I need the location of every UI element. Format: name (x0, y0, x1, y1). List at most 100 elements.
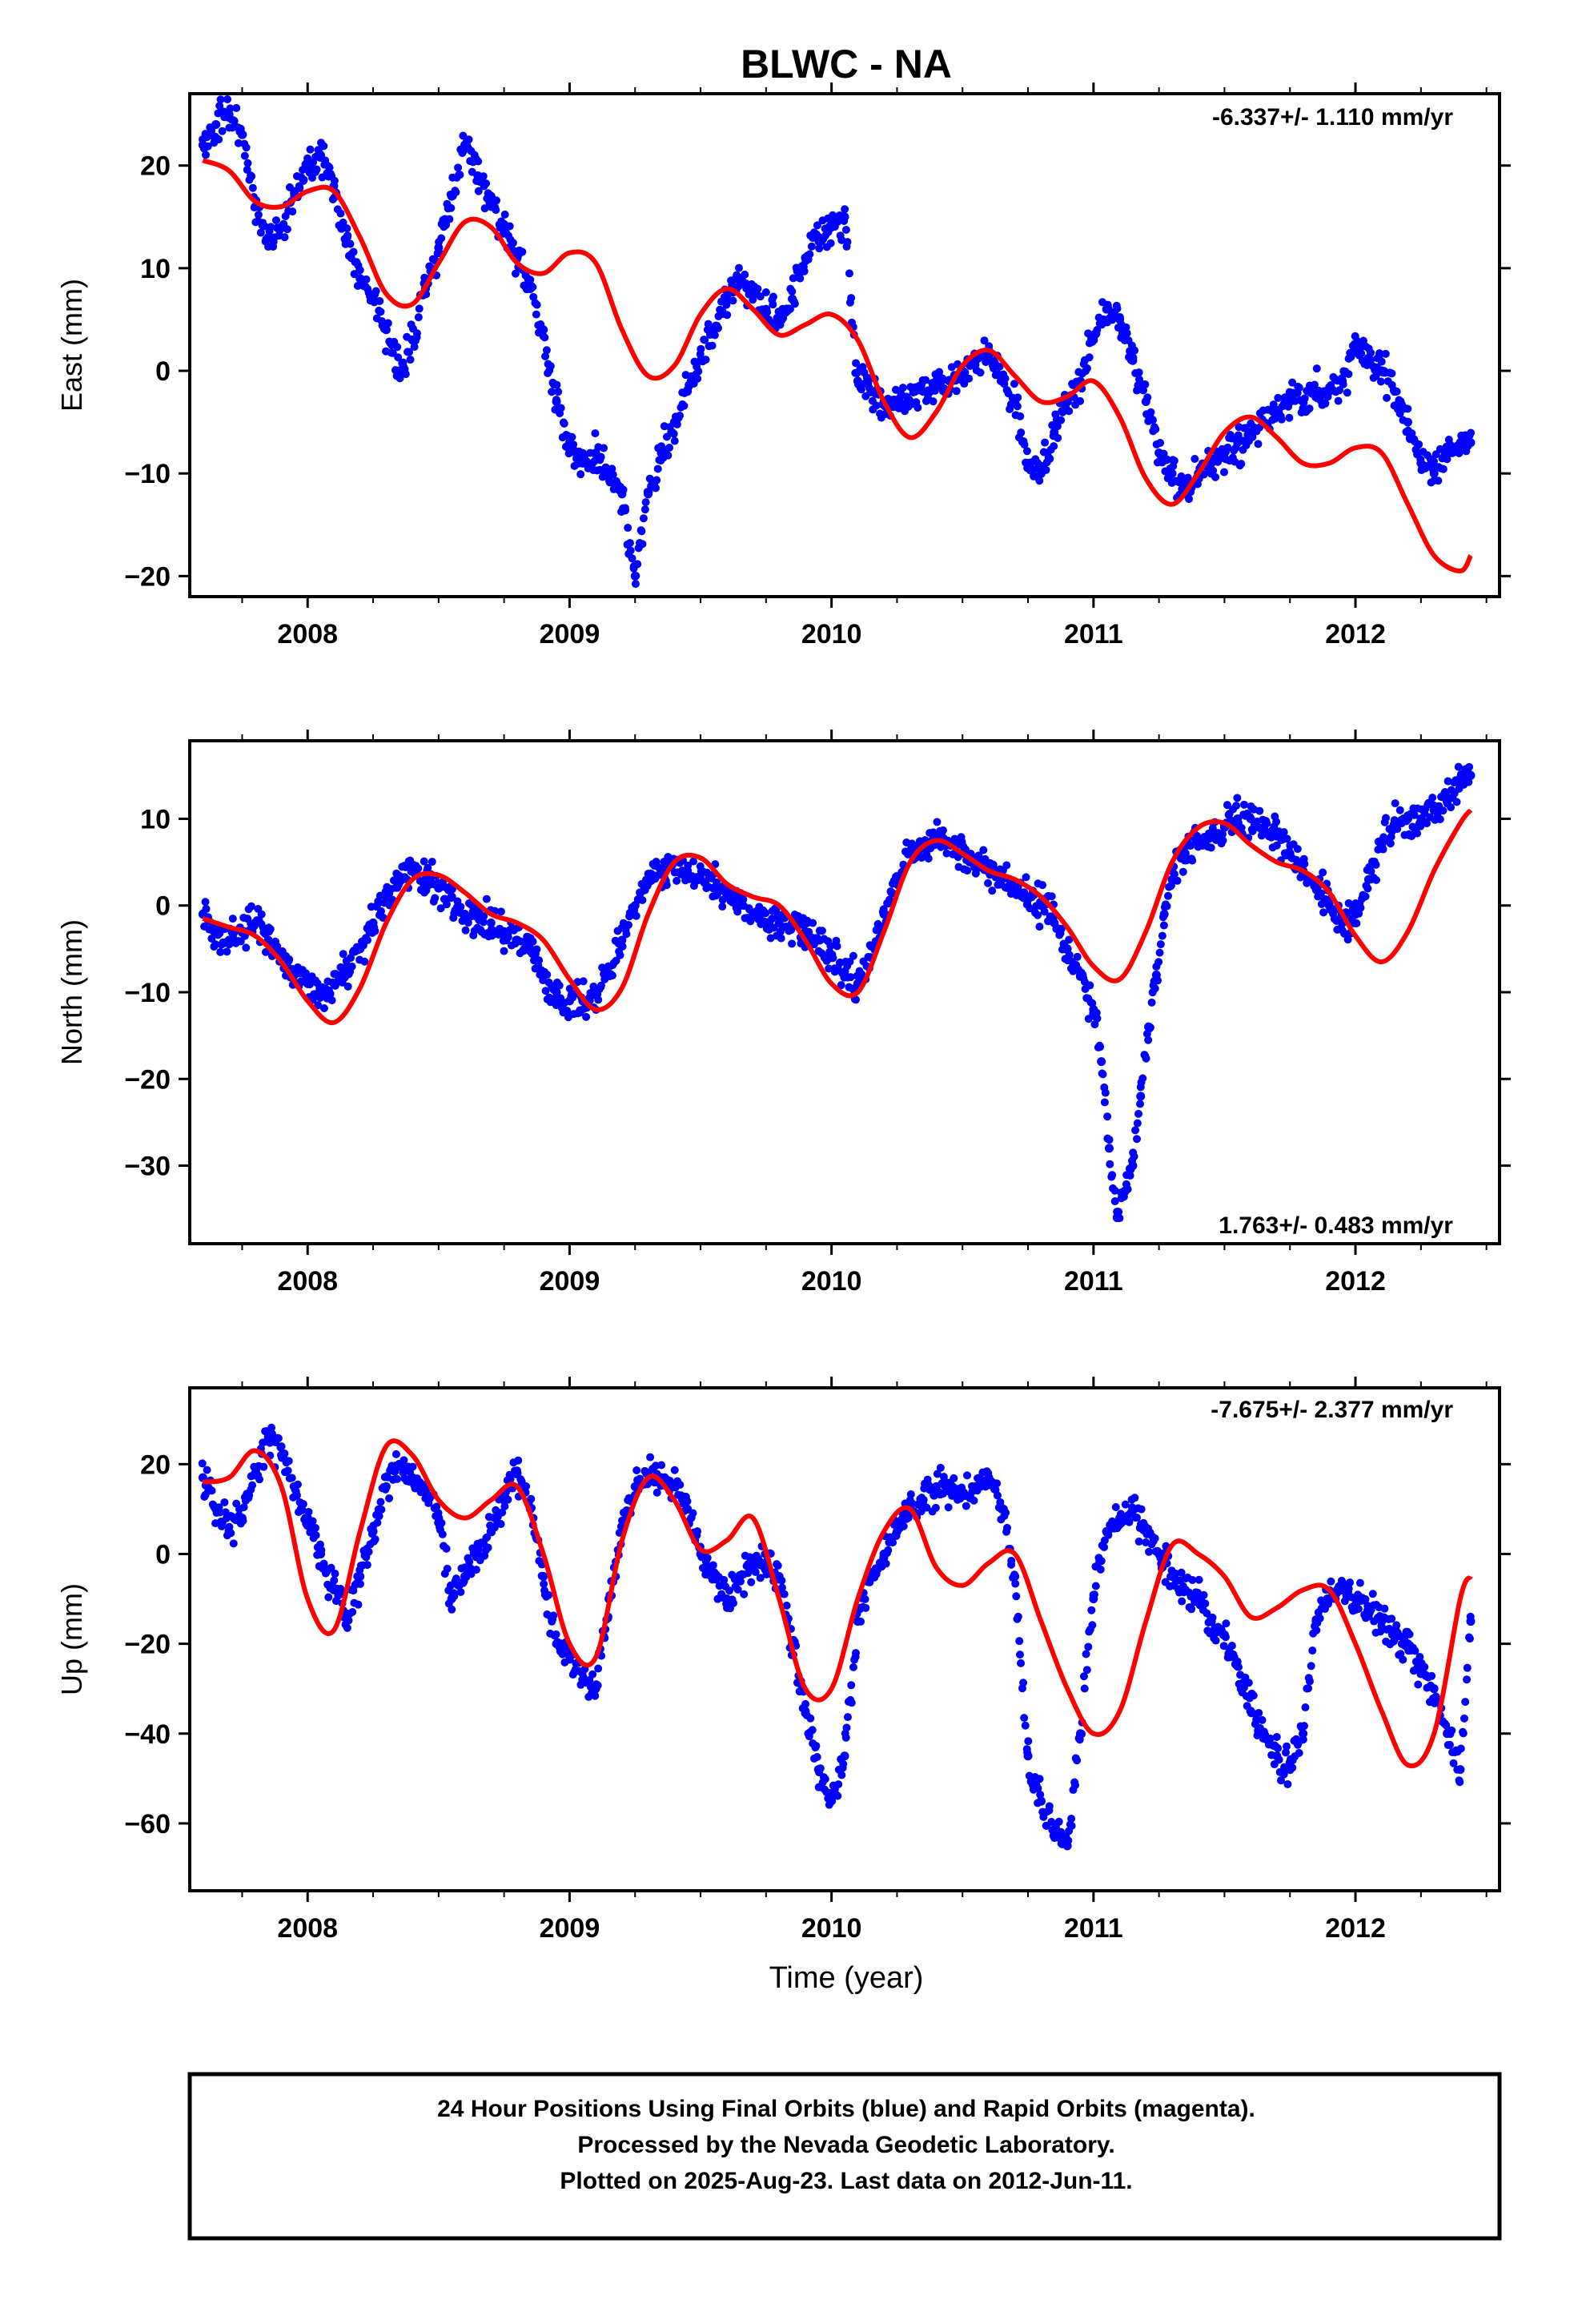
north-data-point (833, 942, 841, 951)
east-data-point (243, 159, 252, 167)
north-data-point (1098, 1070, 1107, 1079)
up-data-point (962, 1502, 970, 1510)
up-data-point (1037, 1797, 1046, 1806)
up-data-point (670, 1466, 679, 1474)
up-data-point (1355, 1578, 1364, 1587)
up-data-point (259, 1462, 268, 1471)
north-data-point (1340, 929, 1349, 938)
east-data-point (1344, 370, 1353, 379)
north-axes: 2008 2009 2010 2011 2012 −30 −20 −10 0 10 (124, 730, 1511, 1297)
up-data-point (1249, 1691, 1258, 1700)
north-data-point (1428, 794, 1437, 802)
up-data-point (385, 1494, 394, 1502)
east-data-point (263, 235, 272, 243)
east-data-point (548, 388, 556, 396)
up-data-point (1134, 1537, 1143, 1546)
up-data-point (1222, 1619, 1231, 1628)
east-data-point (1241, 424, 1250, 432)
east-data-point (1143, 393, 1152, 402)
up-data-point (267, 1423, 276, 1432)
up-data-point (324, 1593, 333, 1602)
east-data-point (1381, 349, 1390, 358)
east-data-point (857, 385, 865, 394)
north-data-point (319, 1004, 328, 1013)
east-data-point (556, 404, 565, 412)
east-data-point (306, 145, 315, 154)
up-data-point (1195, 1575, 1203, 1584)
east-data-point (694, 367, 703, 376)
east-data-point (664, 451, 673, 460)
up-data-point (652, 1488, 661, 1497)
east-data-point (872, 401, 881, 410)
north-data-point (1038, 881, 1047, 890)
up-data-point (1082, 1650, 1090, 1659)
north-data-point (1452, 798, 1461, 806)
north-data-point (579, 977, 588, 986)
up-data-point (376, 1498, 385, 1506)
up-data-point (1023, 1748, 1032, 1757)
up-data-point (1459, 1729, 1468, 1738)
east-data-point (1392, 387, 1401, 396)
north-data-point (788, 939, 797, 948)
up-data-point (1414, 1680, 1423, 1689)
east-data-point (242, 143, 251, 152)
up-data-point (484, 1543, 492, 1552)
east-data-point (540, 333, 549, 342)
east-data-point (343, 224, 351, 233)
north-data-point (211, 940, 220, 949)
east-data-point (456, 171, 464, 179)
up-xtick-label: 2011 (1064, 1913, 1123, 1944)
north-data-point (684, 861, 693, 870)
east-data-point (459, 131, 468, 140)
up-data-point (1007, 1556, 1016, 1565)
north-data-point (846, 973, 855, 982)
east-data-point (796, 274, 805, 283)
east-data-point (1376, 377, 1385, 386)
up-data-point (1283, 1779, 1292, 1788)
up-data-point (391, 1449, 400, 1458)
east-data-point (508, 239, 517, 247)
up-data-point (434, 1509, 443, 1518)
up-data-point (1035, 1775, 1044, 1783)
north-data-point (963, 866, 972, 875)
up-data-point (780, 1590, 789, 1598)
north-data-point (247, 902, 255, 911)
up-data-point (683, 1497, 692, 1506)
north-data-point (228, 915, 237, 923)
north-data-point (1279, 828, 1288, 837)
east-data-point (1053, 422, 1062, 431)
caption-box: 24 Hour Positions Using Final Orbits (bl… (187, 2072, 1502, 2241)
north-data-point (431, 894, 440, 903)
caption-line-2: Processed by the Nevada Geodetic Laborat… (577, 2132, 1114, 2158)
east-data-point (303, 154, 312, 163)
east-xtick-label: 2010 (801, 619, 862, 649)
east-data-point (203, 142, 212, 151)
east-data-point (447, 203, 456, 212)
east-data-point (299, 175, 308, 184)
north-data-point (1086, 981, 1094, 990)
up-ylabel: Up (mm) (55, 1583, 88, 1695)
east-data-point (445, 215, 454, 223)
east-data-point (532, 300, 541, 309)
north-data-point (1156, 940, 1165, 949)
east-data-point (722, 300, 731, 309)
up-data-point (1445, 1740, 1454, 1749)
east-data-point (1013, 402, 1022, 411)
north-data-point (1344, 899, 1353, 907)
up-data-point (514, 1456, 523, 1465)
up-data-point (1315, 1614, 1324, 1622)
up-data-point (756, 1574, 765, 1582)
east-data-point (542, 346, 551, 355)
east-data-point (1403, 404, 1412, 413)
up-data-point (1187, 1605, 1196, 1614)
east-data-point (223, 94, 232, 103)
north-ytick-label: 0 (155, 891, 171, 922)
up-data-point (725, 1586, 734, 1595)
north-data-point (207, 934, 216, 943)
north-data-point (225, 940, 234, 949)
up-data-point (1307, 1662, 1315, 1671)
north-data-point (528, 937, 537, 946)
north-xtick-label: 2009 (540, 1266, 600, 1297)
north-data-point (1093, 1014, 1102, 1023)
north-data-point (1136, 1092, 1146, 1101)
